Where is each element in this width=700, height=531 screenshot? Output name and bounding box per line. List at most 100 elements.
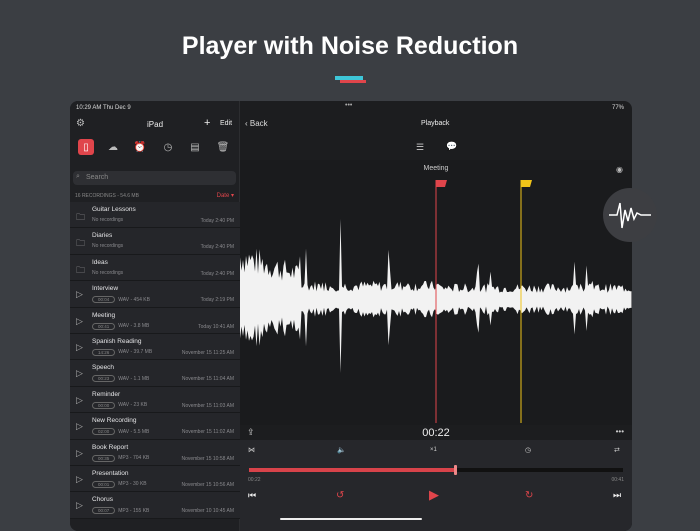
home-indicator xyxy=(280,518,422,520)
folder-item[interactable]: 🗀 Guitar Lessons No recordings Today 2:4… xyxy=(70,202,240,229)
bookmark-flag[interactable] xyxy=(521,180,532,187)
player-panel: ••• 77% ‹ Back Playback ☰ 💬 Meeting ◉ ⇪ … xyxy=(240,101,632,531)
skip-forward-icon[interactable]: ⏭ xyxy=(613,490,622,500)
recording-item[interactable]: ▷ Speech 00:23 WAV - 1.1 MB November 15 1… xyxy=(70,360,240,387)
recording-item[interactable]: ▷ Presentation 00:01 MP3 - 30 KB November… xyxy=(70,465,240,493)
search-input[interactable]: ⌕ Search xyxy=(73,171,236,185)
item-date: Today 2:40 PM xyxy=(200,244,234,251)
progress-thumb[interactable] xyxy=(453,465,457,475)
trim-icon[interactable]: ⋈ xyxy=(248,447,255,454)
item-name: New Recording xyxy=(92,417,137,425)
elapsed-time: 00:22 xyxy=(248,477,261,483)
item-date: November 15 11:04 AM xyxy=(181,376,234,383)
play-icon[interactable]: ▷ xyxy=(76,315,83,326)
recording-item[interactable]: ▷ Interview 00:04 WAV - 454 KB Today 2:19… xyxy=(70,281,240,308)
status-date: Thu Dec 9 xyxy=(103,105,131,111)
edit-button[interactable]: Edit xyxy=(220,120,233,127)
repeat-icon[interactable]: ⇄ xyxy=(614,447,620,454)
folder-item[interactable]: 🗀 Ideas No recordings Today 2:40 PM xyxy=(70,254,240,282)
item-detail: No recordings xyxy=(92,269,124,276)
forward-5-icon[interactable]: ↻ xyxy=(525,490,534,501)
item-date: November 15 11:02 AM xyxy=(181,429,234,436)
duration-badge: 14:26 xyxy=(92,348,116,356)
speed-button[interactable]: ×1 xyxy=(430,447,437,453)
folder-icon: 🗀 xyxy=(76,238,86,249)
recording-item[interactable]: ▷ Book Report 00:35 MP3 - 704 KB November… xyxy=(70,439,240,466)
item-name: Reminder xyxy=(92,390,121,398)
play-icon[interactable]: ▷ xyxy=(76,341,83,352)
item-name: Interview xyxy=(92,285,119,293)
recording-item[interactable]: ▷ Reminder 00:00 WAV - 23 KB November 15 … xyxy=(70,386,240,414)
duration-badge: 00:07 xyxy=(92,507,116,515)
item-detail: WAV - 1.1 MB xyxy=(118,375,150,382)
headline-underline xyxy=(335,76,363,80)
clock-icon[interactable]: ◷ xyxy=(163,141,173,153)
sort-dropdown[interactable]: Date ▾ xyxy=(216,193,234,199)
sidebar: 10:29 AM Thu Dec 9 ⚙ iPad + Edit ▯ ☁ ⏰ ◷… xyxy=(70,101,240,531)
recording-item[interactable]: ▷ Chorus 00:07 MP3 - 155 KB November 10 1… xyxy=(70,492,240,519)
transcript-icon[interactable]: 💬 xyxy=(446,141,458,151)
item-detail: MP3 - 30 KB xyxy=(118,481,147,488)
duration-badge: 02:00 xyxy=(92,428,116,436)
equalizer-icon[interactable]: ☰ xyxy=(416,142,425,152)
item-detail: WAV - 5.5 MB xyxy=(118,428,150,435)
source-tabs: ▯ ☁ ⏰ ◷ ▤ 🗑 xyxy=(70,139,240,161)
play-icon[interactable]: ▶ xyxy=(429,487,439,502)
skip-back-icon[interactable]: ⏮ xyxy=(248,490,257,500)
play-icon[interactable]: ▷ xyxy=(76,421,83,432)
recordings-summary: 16 RECORDINGS - 54.6 MB xyxy=(75,193,139,199)
sidebar-title: iPad xyxy=(147,120,164,129)
ipad-icon[interactable]: ▯ xyxy=(78,139,94,155)
item-name: Spanish Reading xyxy=(92,337,142,345)
item-name: Meeting xyxy=(92,311,116,319)
volume-icon[interactable]: 🔈 xyxy=(337,447,346,454)
progress-slider[interactable] xyxy=(249,465,623,475)
timer-icon[interactable]: ◷ xyxy=(525,447,532,454)
waveform xyxy=(240,180,632,423)
alarm-icon[interactable]: ⏰ xyxy=(133,141,147,153)
trash-icon[interactable]: 🗑 xyxy=(216,141,230,153)
cloud-icon[interactable]: ☁ xyxy=(108,141,118,153)
item-date: Today 2:19 PM xyxy=(200,297,234,304)
recording-item[interactable]: ▷ Meeting 00:41 WAV - 3.8 MB Today 10:41 … xyxy=(70,307,240,334)
more-icon[interactable]: ••• xyxy=(615,427,624,436)
item-detail: MP3 - 155 KB xyxy=(118,507,150,514)
playhead-flag[interactable] xyxy=(436,180,447,187)
recording-item[interactable]: ▷ New Recording 02:00 WAV - 5.5 MB Novemb… xyxy=(70,413,240,440)
avatar-icon[interactable]: ◉ xyxy=(616,165,623,174)
recording-name: Meeting xyxy=(423,165,449,172)
calendar-icon[interactable]: ▤ xyxy=(190,141,200,153)
multitask-icon[interactable]: ••• xyxy=(345,102,353,109)
item-date: Today 2:40 PM xyxy=(200,218,234,224)
item-date: November 15 11:03 AM xyxy=(181,402,234,409)
item-name: Book Report xyxy=(92,443,129,451)
share-icon[interactable]: ⇪ xyxy=(247,427,255,437)
add-icon[interactable]: + xyxy=(204,117,211,129)
settings-icon[interactable]: ⚙ xyxy=(76,118,85,129)
current-time: 00:22 xyxy=(422,427,450,439)
item-name: Chorus xyxy=(92,496,113,504)
folder-icon: 🗀 xyxy=(76,212,86,222)
item-name: Diaries xyxy=(92,232,113,240)
waveform-view[interactable]: Meeting ◉ xyxy=(240,160,632,425)
play-icon[interactable]: ▷ xyxy=(76,500,83,511)
play-icon[interactable]: ▷ xyxy=(76,473,83,484)
item-detail: MP3 - 704 KB xyxy=(118,455,150,462)
recordings-list: 🗀 Guitar Lessons No recordings Today 2:4… xyxy=(70,202,240,519)
folder-icon: 🗀 xyxy=(76,264,86,275)
play-icon[interactable]: ▷ xyxy=(76,447,83,458)
recording-item[interactable]: ▷ Spanish Reading 14:26 WAV - 39.7 MB Nov… xyxy=(70,333,240,361)
item-detail: WAV - 23 KB xyxy=(118,402,148,409)
play-icon[interactable]: ▷ xyxy=(76,368,83,379)
duration-badge: 00:01 xyxy=(92,480,116,488)
item-date: November 15 10:56 AM xyxy=(181,481,234,488)
duration-badge: 00:23 xyxy=(92,375,116,383)
player-title: Playback xyxy=(421,120,450,127)
duration-badge: 00:00 xyxy=(92,401,116,409)
search-icon: ⌕ xyxy=(76,173,80,180)
rewind-5-icon[interactable]: ↺ xyxy=(336,490,345,501)
play-icon[interactable]: ▷ xyxy=(76,289,83,300)
back-button[interactable]: ‹ Back xyxy=(245,119,268,128)
play-icon[interactable]: ▷ xyxy=(76,394,83,405)
folder-item[interactable]: 🗀 Diaries No recordings Today 2:40 PM xyxy=(70,228,240,255)
